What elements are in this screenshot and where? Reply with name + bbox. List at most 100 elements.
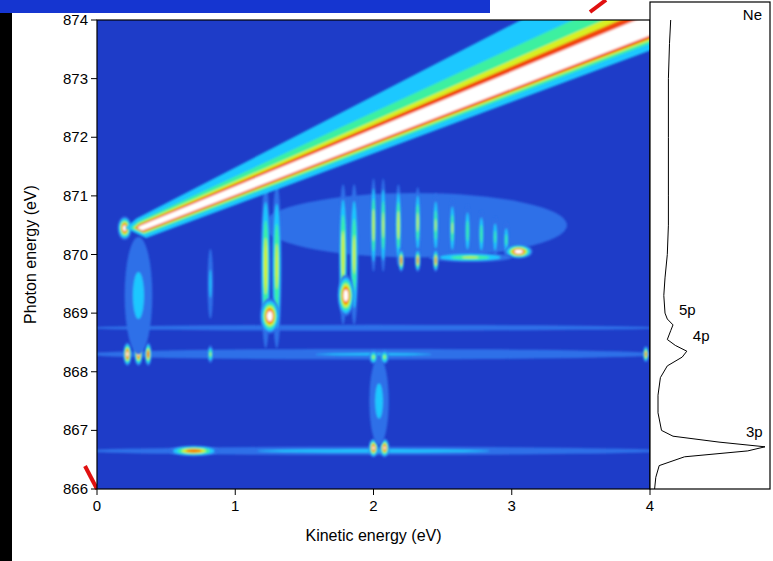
y-axis-title: Photon energy (eV) [22, 185, 39, 324]
y-tick [91, 254, 97, 255]
y-tick-label: 871 [63, 187, 88, 204]
y-tick [91, 489, 97, 490]
spot-level [400, 255, 403, 266]
spot-level [480, 225, 482, 244]
spot-level [492, 216, 498, 257]
spot-level [511, 248, 527, 256]
spot-level [369, 357, 388, 445]
spot-level [465, 205, 471, 258]
spot [338, 275, 355, 316]
spot-level [369, 350, 377, 364]
band [125, 20, 650, 238]
spot-level [382, 443, 387, 453]
spot-level [186, 449, 202, 452]
spot-level [146, 348, 149, 359]
spot-level [274, 224, 279, 309]
spot-level [264, 306, 275, 326]
spot-level [210, 352, 211, 356]
y-tick [91, 313, 97, 314]
spot-level [417, 212, 419, 232]
x-tick [511, 489, 512, 495]
x-tick [235, 489, 236, 495]
spot-level [433, 249, 439, 272]
y-tick [91, 430, 97, 431]
band-level [130, 20, 650, 235]
spot-level [370, 442, 377, 455]
spot-level [398, 249, 404, 272]
y-tick [91, 195, 97, 196]
x-axis-title: Kinetic energy (eV) [305, 527, 441, 544]
spot [123, 342, 131, 365]
spot-level [513, 249, 525, 255]
spot-level [435, 257, 436, 263]
spot-level [126, 349, 129, 358]
spot [97, 325, 650, 331]
spot-level [416, 204, 419, 241]
spot-level [260, 298, 279, 333]
spot-level [645, 352, 646, 356]
spot-level [493, 223, 497, 250]
peak-label: 5p [679, 301, 696, 318]
spot-level [372, 444, 376, 451]
spot-level [209, 270, 211, 298]
spot-level [372, 354, 376, 361]
spot [263, 193, 567, 257]
x-tick-label: 1 [231, 497, 239, 514]
spot-level [381, 190, 385, 261]
spot-level [433, 193, 439, 257]
spot-level [371, 178, 377, 272]
spot [369, 357, 388, 445]
spot-level [415, 187, 421, 257]
spot-level [434, 255, 436, 265]
spot [369, 350, 377, 364]
spot-level [373, 209, 375, 241]
spot-level [208, 348, 212, 361]
x-tick-label: 4 [646, 497, 654, 514]
spot-level [147, 350, 149, 357]
spot-level [97, 325, 650, 331]
spot-level [433, 251, 438, 270]
spot-level [125, 348, 130, 361]
spot-level [208, 345, 214, 363]
y-tick [91, 137, 97, 138]
spot-level [266, 308, 274, 323]
y-tick-label: 870 [63, 246, 88, 263]
band-level [125, 20, 650, 238]
zoom-line [590, 0, 606, 12]
spectrum-line [655, 20, 765, 489]
spot-level [340, 281, 352, 310]
spot-level [381, 442, 388, 455]
spectrum-label: Ne [743, 6, 762, 23]
spot [398, 249, 404, 272]
spot-level [451, 214, 454, 241]
spot [479, 211, 485, 258]
spot [169, 446, 219, 457]
spot-level [264, 238, 267, 295]
spot-level [399, 251, 404, 270]
spot-level [452, 222, 453, 234]
spot-level [177, 447, 210, 454]
x-tick-label: 0 [93, 497, 101, 514]
band-level [133, 20, 650, 233]
spot [492, 216, 498, 257]
spot-level [643, 346, 649, 362]
spot-level [208, 249, 214, 319]
spot-level [380, 178, 386, 272]
y-tick [91, 20, 97, 21]
spot-level [396, 193, 401, 257]
spot-level [507, 246, 531, 258]
spot-level [123, 342, 131, 365]
spot-level [341, 284, 351, 308]
spot [415, 187, 421, 257]
x-tick [650, 489, 651, 495]
spot-level [434, 210, 437, 240]
spot-level [479, 218, 483, 251]
spot [380, 178, 386, 272]
y-tick [91, 371, 97, 372]
spot-level [466, 220, 468, 241]
y-tick-label: 869 [63, 304, 88, 321]
spot [145, 342, 152, 365]
spot-level [375, 383, 383, 418]
spot-level [383, 354, 387, 361]
spot-level [429, 253, 512, 262]
